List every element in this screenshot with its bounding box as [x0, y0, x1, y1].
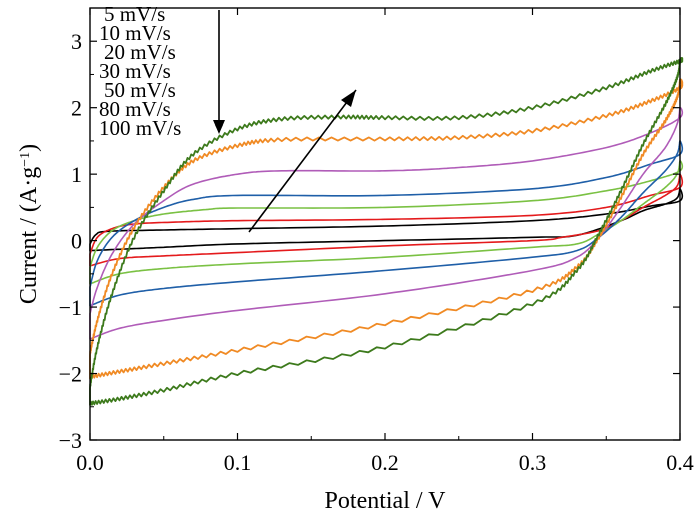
x-tick-label: 0.0 — [76, 450, 104, 475]
y-tick-label: −1 — [59, 295, 82, 320]
cv-curve-1 — [89, 188, 684, 252]
y-tick-label: 0 — [71, 229, 82, 254]
cv-curve-2 — [89, 173, 684, 267]
x-axis-title: Potential / V — [325, 488, 447, 514]
x-tick-label: 0.2 — [371, 450, 399, 475]
x-tick-label: 0.1 — [224, 450, 252, 475]
y-axis-title-close: ) — [16, 144, 42, 152]
legend: 5 mV/s10 mV/s20 mV/s30 mV/s50 mV/s80 mV/… — [99, 2, 181, 140]
x-tick-label: 0.4 — [666, 450, 694, 475]
y-axis-title: Current / (A·g−1) — [16, 144, 42, 304]
legend-label: 80 mV/s — [99, 97, 171, 121]
legend-label: 5 mV/s — [104, 2, 165, 26]
y-tick-label: −2 — [59, 362, 82, 387]
cv-curve-4 — [89, 140, 684, 307]
y-axis: −3 −2 −1 0 1 2 3 — [59, 29, 680, 453]
annotation-arrows — [213, 10, 357, 233]
scan-rate-trend-arrow — [248, 89, 357, 233]
legend-label: 100 mV/s — [99, 116, 181, 140]
x-tick-label: 0.3 — [519, 450, 547, 475]
y-tick-label: 1 — [71, 162, 82, 187]
plot-frame — [89, 7, 681, 441]
x-axis: 0.0 0.1 0.2 0.3 0.4 — [76, 8, 694, 475]
cv-curve-5 — [89, 106, 684, 340]
y-axis-title-main: Current / (A·g — [16, 167, 42, 304]
legend-label: 20 mV/s — [104, 40, 176, 64]
legend-arrow-head — [213, 120, 225, 134]
legend-label: 10 mV/s — [99, 21, 171, 45]
y-axis-title-superscript: −1 — [18, 152, 33, 167]
curve-layer — [89, 57, 684, 406]
cv-curve-7 — [89, 57, 684, 406]
legend-label: 30 mV/s — [99, 59, 171, 83]
y-tick-label: 2 — [71, 96, 82, 121]
y-tick-label: −3 — [59, 428, 82, 453]
y-tick-label: 3 — [71, 29, 82, 54]
legend-label: 50 mV/s — [104, 78, 176, 102]
trend-arrow-head — [341, 90, 356, 107]
